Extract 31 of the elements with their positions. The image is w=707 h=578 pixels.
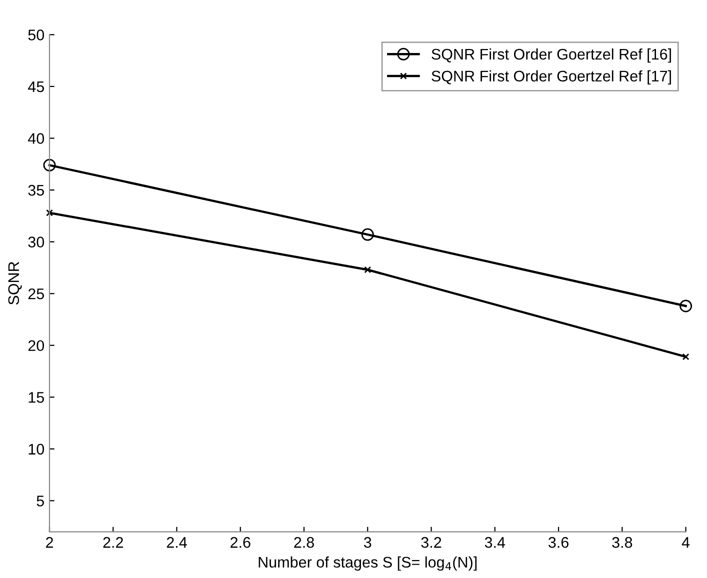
y-tick-label: 15 [28,392,44,403]
point [364,266,372,274]
point [680,300,692,312]
x-tick-label: 2.4 [166,537,187,548]
y-tick-label: 40 [28,133,44,144]
x-axis-title: Number of stages S [S= log$_{4}$(N)] [258,556,477,571]
point [361,228,374,241]
y-axis-title: SQNR [8,262,22,305]
x-tick-label: 4 [682,537,690,548]
y-tick-label: 25 [28,288,44,300]
point [682,353,690,360]
y-tick-label: 5 [36,496,44,506]
x-tick-label: 2.8 [294,537,314,548]
x-tick-label: 3.6 [548,537,568,548]
x-tick-label: 2.2 [103,537,123,548]
x-tick-label: 3.8 [612,537,632,548]
y-tick-label: 35 [28,184,44,196]
legend-label: SQNR First Order Goertzel Ref [17] [432,70,671,85]
y-tick-label: 50 [28,30,44,40]
y-tick-label: 30 [28,236,44,248]
x-tick-label: 2.6 [230,537,250,548]
x-tick-label: 3.4 [484,537,506,548]
point [46,209,53,216]
point [43,158,56,172]
y-tick-label: 20 [28,340,44,352]
x-tick-label: 2 [46,537,53,548]
y-tick-label: 10 [28,444,44,455]
legend-label: SQNR First Order Goertzel Ref [16] [432,48,671,63]
y-tick-label: 45 [28,81,44,92]
x-tick-label: 3 [364,537,372,548]
x-tick-label: 3.2 [421,537,442,548]
